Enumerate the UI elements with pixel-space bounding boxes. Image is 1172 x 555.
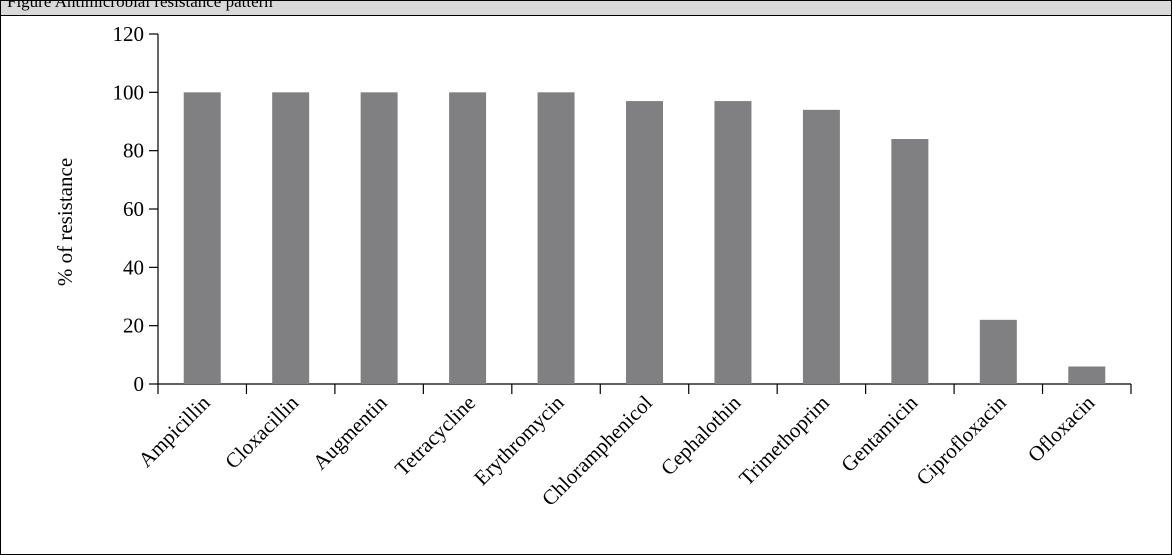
- y-tick-label: 20: [123, 314, 144, 338]
- bar: [360, 92, 398, 384]
- y-tick-label: 100: [113, 80, 145, 104]
- bar: [802, 109, 840, 384]
- bar: [714, 101, 752, 384]
- y-tick-label: 0: [134, 372, 145, 396]
- category-label: Erythromycin: [469, 390, 569, 490]
- figure-caption: Figure Antimicrobial resistance pattern: [7, 1, 273, 11]
- category-label: Ofloxacin: [1023, 390, 1100, 467]
- category-label: Augmentin: [308, 390, 392, 474]
- y-tick-label: 120: [113, 22, 145, 46]
- bar: [272, 92, 310, 384]
- x-axis: [157, 383, 1132, 394]
- bar: [1068, 366, 1106, 384]
- y-axis-label: % of resistance: [53, 158, 77, 286]
- category-label: Tetracycline: [390, 391, 480, 481]
- category-label: Gentamicin: [836, 390, 923, 477]
- category-label: Trimethoprim: [734, 391, 834, 491]
- bar: [979, 319, 1017, 384]
- bars: [183, 92, 1106, 384]
- y-axis: 0 20 40 60 80 100 120: [113, 22, 159, 396]
- y-tick-label: 60: [123, 197, 144, 221]
- y-tick-label: 40: [123, 255, 144, 279]
- bar: [891, 139, 929, 384]
- category-label: Ampicillin: [133, 390, 215, 472]
- bar: [537, 92, 575, 384]
- bar: [183, 92, 221, 384]
- bar: [626, 101, 663, 384]
- category-label: Cloxacillin: [220, 390, 303, 473]
- y-tick-label: 80: [123, 139, 144, 163]
- category-label: Cephalothin: [656, 390, 746, 480]
- bar: [449, 92, 487, 384]
- category-label: Ciprofloxacin: [911, 390, 1011, 490]
- figure-header-strip: Figure Antimicrobial resistance pattern: [1, 1, 1171, 16]
- category-labels: Ampicillin Cloxacillin AugmentinTetracycli…: [133, 390, 1099, 510]
